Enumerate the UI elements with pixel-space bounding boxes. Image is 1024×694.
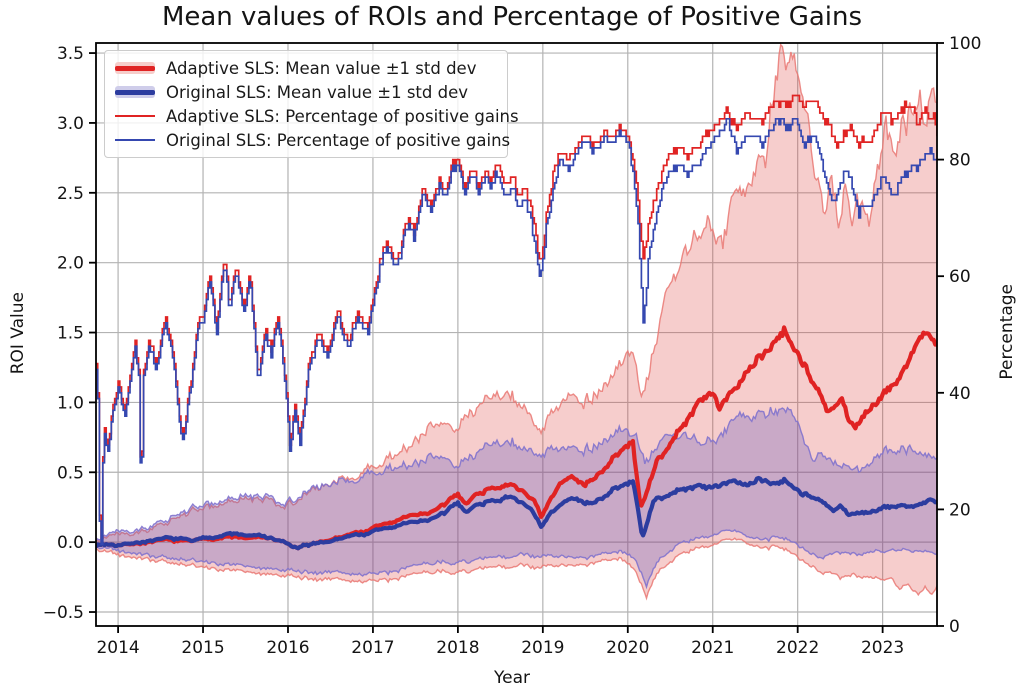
legend-label-original-pct: Original SLS: Percentage of positive gai… <box>166 130 511 150</box>
original-pct-line-swatch-icon <box>114 133 156 147</box>
svg-text:2.0: 2.0 <box>57 254 84 274</box>
svg-text:2023: 2023 <box>861 638 904 658</box>
legend-label-original-mean: Original SLS: Mean value ±1 std dev <box>166 82 469 102</box>
svg-text:40: 40 <box>949 384 971 404</box>
x-axis-label: Year <box>494 668 530 688</box>
svg-text:3.5: 3.5 <box>57 44 84 64</box>
svg-text:2015: 2015 <box>181 638 224 658</box>
svg-text:2016: 2016 <box>266 638 309 658</box>
svg-text:0.5: 0.5 <box>57 463 84 483</box>
svg-text:2014: 2014 <box>96 638 139 658</box>
svg-text:2.5: 2.5 <box>57 184 84 204</box>
svg-text:100: 100 <box>949 34 981 54</box>
legend-label-adaptive-mean: Adaptive SLS: Mean value ±1 std dev <box>166 58 477 78</box>
y-axis-label-left: ROI Value <box>8 292 28 375</box>
legend-item-adaptive-pct: Adaptive SLS: Percentage of positive gai… <box>114 104 519 128</box>
svg-text:60: 60 <box>949 267 971 287</box>
svg-text:2020: 2020 <box>606 638 649 658</box>
legend-label-adaptive-pct: Adaptive SLS: Percentage of positive gai… <box>166 106 519 126</box>
legend-item-original-mean: Original SLS: Mean value ±1 std dev <box>114 80 499 104</box>
svg-text:−0.5: −0.5 <box>43 603 84 623</box>
y-axis-label-right: Percentage <box>997 284 1017 380</box>
tick-label-layer: 2014 2015 2016 2017 2018 2019 2020 2021 2022 2023… <box>43 34 982 658</box>
original-mean-band-swatch-icon <box>114 85 156 99</box>
svg-text:0.0: 0.0 <box>57 533 84 553</box>
adaptive-mean-band-swatch-icon <box>114 61 156 75</box>
legend: Adaptive SLS: Mean value ±1 std dev Orig… <box>104 50 519 158</box>
svg-text:2018: 2018 <box>436 638 479 658</box>
svg-text:2017: 2017 <box>351 638 394 658</box>
svg-text:2019: 2019 <box>521 638 564 658</box>
svg-text:2022: 2022 <box>776 638 819 658</box>
svg-text:3.0: 3.0 <box>57 114 84 134</box>
svg-text:20: 20 <box>949 500 971 520</box>
svg-text:0: 0 <box>949 617 960 637</box>
svg-text:80: 80 <box>949 151 971 171</box>
legend-item-adaptive-mean: Adaptive SLS: Mean value ±1 std dev <box>114 56 499 80</box>
axes-layer <box>89 42 944 633</box>
adaptive-pct-line-swatch-icon <box>114 109 156 123</box>
svg-text:1.5: 1.5 <box>57 324 84 344</box>
svg-text:2021: 2021 <box>691 638 734 658</box>
legend-item-original-pct: Original SLS: Percentage of positive gai… <box>114 128 510 152</box>
chart-title: Mean values of ROIs and Percentage of Po… <box>161 2 863 32</box>
svg-text:1.0: 1.0 <box>57 393 84 413</box>
plot-series-layer <box>96 43 937 601</box>
